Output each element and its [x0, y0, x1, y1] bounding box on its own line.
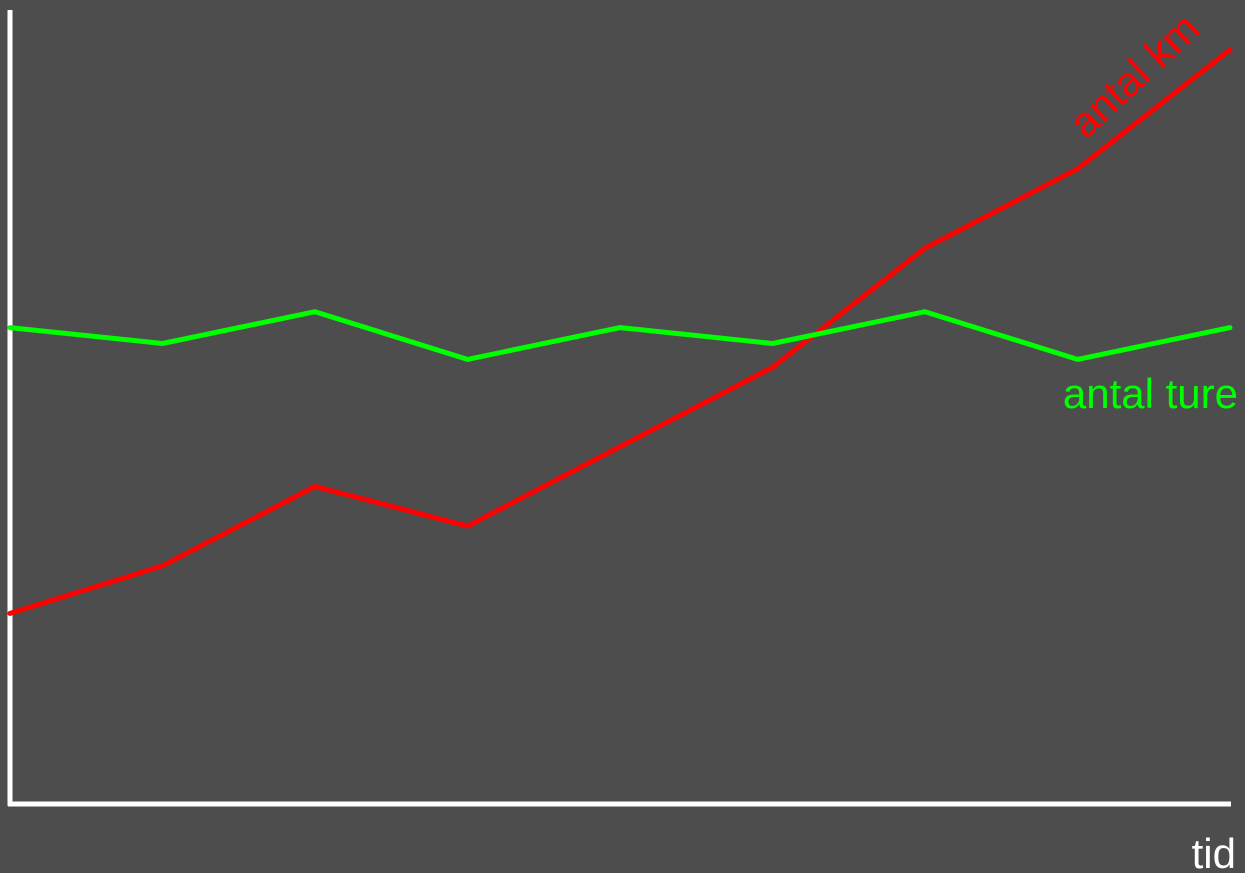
series-line-antal-ture: [7, 309, 1233, 362]
x-axis-label: tid: [1192, 830, 1236, 873]
series-line-antal-km: [7, 47, 1233, 616]
series-group: [7, 47, 1233, 616]
series-label-antal-ture: antal ture: [1063, 370, 1238, 417]
